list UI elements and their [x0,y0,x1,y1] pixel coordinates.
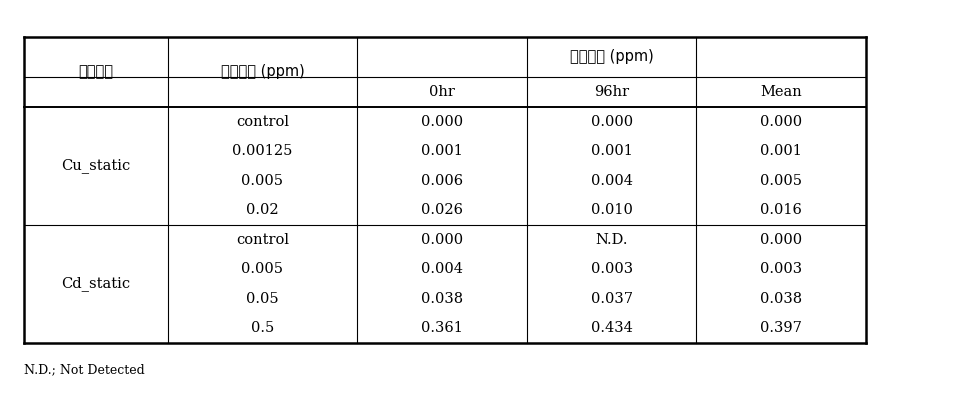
Text: 0.004: 0.004 [590,174,632,188]
Text: 0.000: 0.000 [421,115,462,129]
Text: 0.434: 0.434 [590,321,632,335]
Text: 0.037: 0.037 [590,292,632,306]
Text: 0.026: 0.026 [421,203,462,217]
Text: 96hr: 96hr [593,85,629,99]
Text: 0.000: 0.000 [760,233,801,247]
Text: 0.397: 0.397 [760,321,801,335]
Text: 0.006: 0.006 [421,174,462,188]
Text: 0.003: 0.003 [590,262,632,276]
Text: control: control [235,233,289,247]
Text: 측정농도 (ppm): 측정농도 (ppm) [569,49,653,64]
Text: 0.010: 0.010 [590,203,632,217]
Text: control: control [235,115,289,129]
Text: 0.001: 0.001 [760,144,801,158]
Text: 0.02: 0.02 [246,203,278,217]
Text: 0.038: 0.038 [760,292,801,306]
Text: 설정농도 (ppm): 설정농도 (ppm) [220,64,304,80]
Text: Cu_static: Cu_static [61,159,131,173]
Text: 0.000: 0.000 [760,115,801,129]
Text: 0.5: 0.5 [251,321,273,335]
Text: N.D.: N.D. [595,233,627,247]
Text: 0.00125: 0.00125 [232,144,293,158]
Text: 0.004: 0.004 [421,262,462,276]
Text: 0.003: 0.003 [760,262,801,276]
Text: 0.016: 0.016 [760,203,801,217]
Text: 시험물질: 시험물질 [78,64,113,80]
Text: 0.000: 0.000 [421,233,462,247]
Text: 0.005: 0.005 [241,174,283,188]
Text: N.D.; Not Detected: N.D.; Not Detected [24,363,144,376]
Text: 0.005: 0.005 [760,174,801,188]
Text: 0.000: 0.000 [590,115,632,129]
Text: Cd_static: Cd_static [61,276,131,291]
Text: 0.005: 0.005 [241,262,283,276]
Text: 0.001: 0.001 [590,144,632,158]
Text: 0.05: 0.05 [246,292,278,306]
Text: 0.038: 0.038 [421,292,462,306]
Text: 0hr: 0hr [428,85,454,99]
Text: Mean: Mean [760,85,801,99]
Text: 0.001: 0.001 [421,144,462,158]
Text: 0.361: 0.361 [421,321,462,335]
